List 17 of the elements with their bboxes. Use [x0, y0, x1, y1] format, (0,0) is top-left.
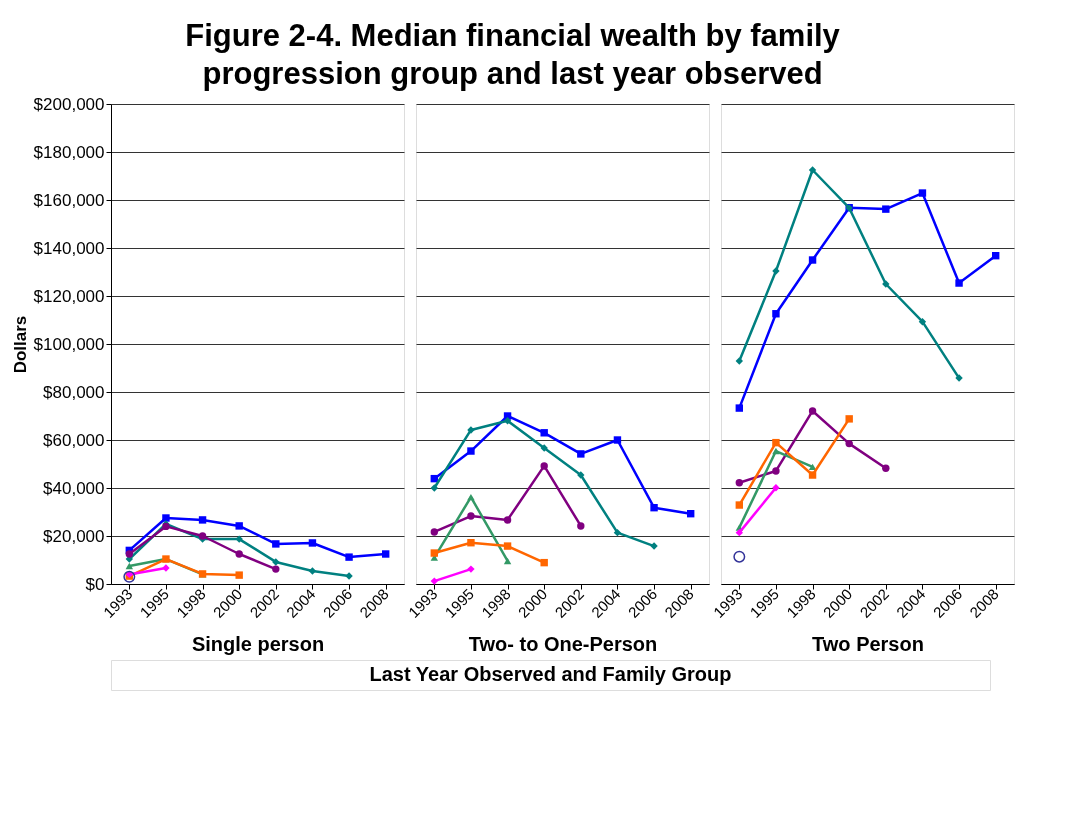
x-axis-title: Two- to One-Person [468, 632, 658, 655]
y-tick-label: $0 [85, 574, 105, 594]
y-tick-label: $60,000 [43, 430, 105, 450]
y-tick-label: $40,000 [43, 478, 105, 498]
y-tick-label: $100,000 [33, 334, 105, 354]
y-tick-label: $180,000 [33, 142, 105, 162]
y-tick-label: $20,000 [43, 526, 105, 546]
y-tick-label: $80,000 [43, 382, 105, 402]
text: Figure 2-4. Median financial wealth by family progression group and last year observed [185, 17, 841, 91]
x-axis-title: Single person [191, 632, 325, 655]
text: Last Year Observed and Family Group [369, 663, 732, 685]
x-axis-title: Two Person [812, 632, 924, 655]
y-axis-title: Dollars [10, 315, 30, 374]
y-tick-label: $120,000 [33, 286, 105, 306]
y-tick-label: $160,000 [33, 190, 105, 210]
y-tick-label: $200,000 [33, 94, 105, 114]
y-tick-label: $140,000 [33, 238, 105, 258]
